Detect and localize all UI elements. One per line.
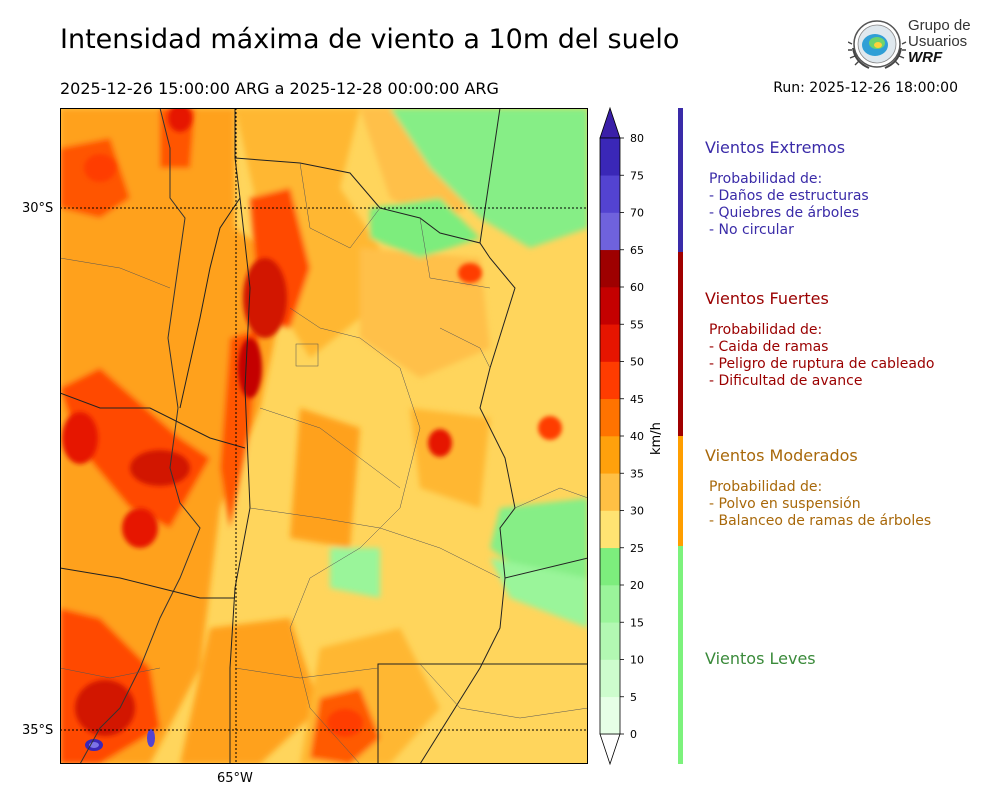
wind-map[interactable] xyxy=(60,108,588,764)
colorbar-tick-label: 65 xyxy=(630,244,644,257)
category-extremos: Vientos Extremos Probabilidad de: - Daños … xyxy=(705,138,995,239)
colorbar-tick-label: 15 xyxy=(630,616,644,629)
colorbar-tick-label: 20 xyxy=(630,579,644,592)
colorbar-tick-label: 70 xyxy=(630,207,644,220)
category-fuertes: Vientos Fuertes Probabilidad de: - Caida d… xyxy=(705,289,995,390)
colorbar-segment xyxy=(600,585,620,623)
graticule xyxy=(60,108,588,764)
colorbar-segment xyxy=(600,696,620,735)
colorbar-tick-label: 55 xyxy=(630,318,644,331)
colorbar-segment xyxy=(600,249,620,288)
category-line: - Dificultad de avance xyxy=(709,373,863,389)
category-title: Vientos Moderados xyxy=(705,446,858,465)
logo-wordmark: Grupo de Usuarios WRF xyxy=(908,18,971,66)
colorbar-segment xyxy=(600,138,620,176)
wind-cores xyxy=(62,108,562,737)
colorbar-segment xyxy=(600,287,620,325)
logo-line3: WRF xyxy=(908,49,943,66)
category-line: - Balanceo de ramas de árboles xyxy=(709,513,932,529)
colorbar-unit: km/h xyxy=(649,422,664,455)
wind-field xyxy=(60,108,588,764)
colorbar-segment xyxy=(600,547,620,586)
wrf-logo xyxy=(848,20,907,69)
wind-colorbar: 0 5 10 15 20 25 30 35 40 45 50 55 60 65 70 75 80 xyxy=(599,106,644,766)
colorbar-segment xyxy=(600,473,620,511)
colorbar-tick-label: 80 xyxy=(630,132,644,145)
colorbar-segment xyxy=(600,361,620,400)
colorbar-tick-label: 5 xyxy=(630,691,637,704)
category-line: - Quiebres de árboles xyxy=(709,205,860,221)
colorbar-tick-label: 75 xyxy=(630,169,644,182)
lat-label-35s: 35°S xyxy=(22,723,54,738)
colorbar-tick-label: 0 xyxy=(630,728,637,741)
colorbar-min-arrow xyxy=(599,733,621,766)
colorbar-tick-label: 35 xyxy=(630,467,644,480)
colorbar-tick-label: 25 xyxy=(630,542,644,555)
category-line: - Polvo en suspensión xyxy=(709,496,861,512)
logo-line2: Usuarios xyxy=(908,33,968,50)
run-time: Run: 2025-12-26 18:00:00 xyxy=(773,80,958,96)
colorbar-segment xyxy=(600,212,620,251)
valid-period: 2025-12-26 15:00:00 ARG a 2025-12-28 00:… xyxy=(60,79,499,98)
colorbar-tick-label: 40 xyxy=(630,430,644,443)
map-title: Intensidad máxima de viento a 10m del su… xyxy=(60,24,680,55)
colorbar-segment xyxy=(600,324,620,362)
category-title: Vientos Fuertes xyxy=(705,289,829,308)
logo-line1: Grupo de xyxy=(908,17,971,34)
colorbar-segment xyxy=(600,659,620,698)
category-bar-fuertes xyxy=(678,252,683,436)
colorbar-tick-label: 45 xyxy=(630,393,644,406)
category-leves: Vientos Leves xyxy=(705,649,995,682)
colorbar-segment xyxy=(600,436,620,474)
colorbar-segment xyxy=(600,510,620,549)
category-line: - Peligro de ruptura de cableado xyxy=(709,356,935,372)
map-frame xyxy=(60,108,588,764)
category-title: Vientos Extremos xyxy=(705,138,846,157)
category-bar-leves xyxy=(678,546,683,764)
category-bar-extremos xyxy=(678,108,683,252)
category-line: Probabilidad de: xyxy=(709,322,823,338)
lat-label-30s: 30°S xyxy=(22,201,54,216)
category-line: - No circular xyxy=(709,222,794,238)
colorbar-segment xyxy=(600,622,620,660)
political-boundaries xyxy=(60,108,588,764)
colorbar-segment xyxy=(600,175,620,213)
colorbar-tick-label: 10 xyxy=(630,654,644,667)
category-bar-moderados xyxy=(678,436,683,546)
category-title: Vientos Leves xyxy=(705,649,816,668)
category-line: - Daños de estructuras xyxy=(709,188,869,204)
colorbar-max-arrow xyxy=(599,106,621,139)
category-line: Probabilidad de: xyxy=(709,171,823,187)
colorbar-segment xyxy=(600,398,620,437)
lon-label-65w: 65°W xyxy=(217,771,253,786)
extreme-wind-spots xyxy=(85,729,155,751)
colorbar-tick-label: 50 xyxy=(630,356,644,369)
category-line: Probabilidad de: xyxy=(709,479,823,495)
colorbar-tick-label: 60 xyxy=(630,281,644,294)
colorbar-tick-label: 30 xyxy=(630,505,644,518)
category-line: - Caida de ramas xyxy=(709,339,829,355)
category-moderados: Vientos Moderados Probabilidad de: - Polvo… xyxy=(705,446,995,530)
